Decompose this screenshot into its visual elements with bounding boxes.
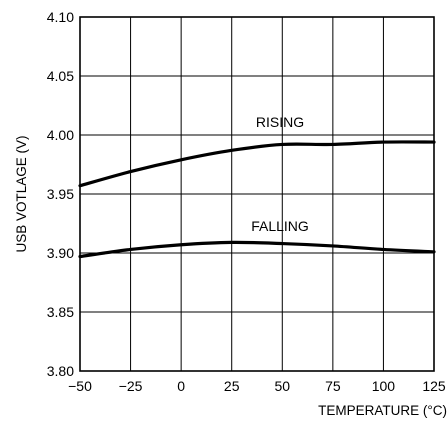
x-tick-label: 75 [325, 378, 341, 394]
y-tick-label: 3.85 [47, 304, 74, 320]
x-tick-label: 50 [274, 378, 290, 394]
series-line-falling [78, 240, 436, 259]
x-tick-label: 0 [177, 378, 185, 394]
curves [78, 140, 436, 259]
x-axis-title: TEMPERATURE (°C) [318, 403, 447, 418]
x-tick-label: 125 [422, 378, 446, 394]
x-tick-label: 25 [224, 378, 240, 394]
y-tick-label: 4.05 [47, 68, 74, 84]
y-tick-label: 4.10 [47, 9, 74, 25]
series-label-falling: FALLING [251, 218, 309, 234]
y-tick-labels: 4.10 4.05 4.00 3.95 3.90 3.85 3.80 [47, 9, 74, 379]
y-tick-label: 3.90 [47, 245, 74, 261]
series-line-rising [78, 140, 436, 188]
x-tick-label: 100 [372, 378, 396, 394]
x-tick-labels: −50 −25 0 25 50 75 100 125 [68, 378, 446, 394]
y-tick-label: 4.00 [47, 127, 74, 143]
y-axis-title: USB VOTLAGE (V) [14, 135, 29, 252]
x-tick-label: −25 [119, 378, 143, 394]
grid [79, 16, 435, 372]
x-tick-label: −50 [68, 378, 92, 394]
y-tick-label: 3.95 [47, 186, 74, 202]
y-tick-label: 3.80 [47, 363, 74, 379]
plot-frame [79, 16, 435, 372]
series-label-rising: RISING [256, 114, 304, 130]
